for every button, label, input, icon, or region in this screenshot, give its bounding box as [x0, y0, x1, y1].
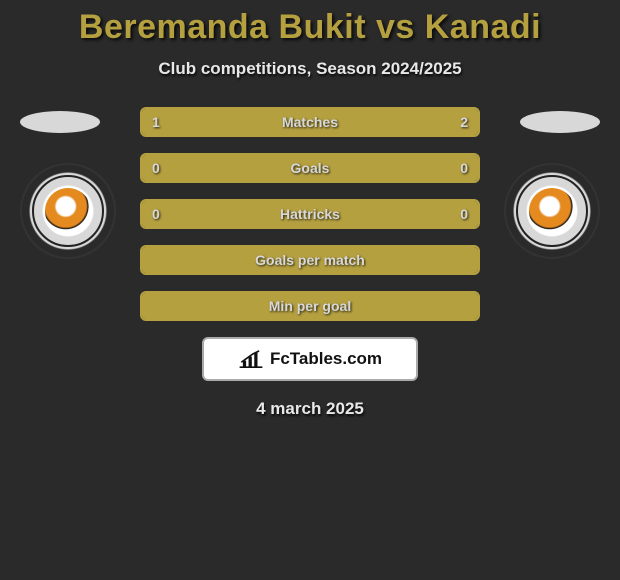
tiger-icon: [45, 188, 91, 234]
stat-value-left: 0: [152, 160, 160, 176]
stat-label: Goals: [291, 160, 330, 176]
stat-label: Goals per match: [255, 252, 365, 268]
player-shadow-right: [520, 111, 600, 133]
stat-bar: 1 Matches 2: [140, 107, 480, 137]
page-title: Beremanda Bukit vs Kanadi: [0, 0, 620, 47]
stat-value-right: 0: [460, 160, 468, 176]
subtitle: Club competitions, Season 2024/2025: [0, 59, 620, 79]
stat-label: Hattricks: [280, 206, 340, 222]
stat-value-right: 2: [460, 114, 468, 130]
club-crest-right: [504, 163, 600, 259]
stat-value-left: 0: [152, 206, 160, 222]
club-crest-inner-right: [516, 175, 588, 247]
tiger-icon: [529, 188, 575, 234]
stat-label: Min per goal: [269, 298, 351, 314]
stat-bar: 0 Hattricks 0: [140, 199, 480, 229]
stat-label: Matches: [282, 114, 338, 130]
chart-icon: [238, 349, 264, 369]
watermark: FcTables.com: [202, 337, 418, 381]
club-crest-inner-left: [32, 175, 104, 247]
comparison-layout: 1 Matches 2 0 Goals 0 0 Hattricks 0 Goals per mat…: [0, 107, 620, 419]
watermark-text: FcTables.com: [270, 349, 382, 369]
stat-value-right: 0: [460, 206, 468, 222]
date-label: 4 march 2025: [0, 399, 620, 419]
stat-bar: Goals per match: [140, 245, 480, 275]
player-shadow-left: [20, 111, 100, 133]
stat-bar: Min per goal: [140, 291, 480, 321]
stat-value-left: 1: [152, 114, 160, 130]
stats-list: 1 Matches 2 0 Goals 0 0 Hattricks 0 Goals per mat…: [140, 107, 480, 321]
club-crest-left: [20, 163, 116, 259]
stat-bar: 0 Goals 0: [140, 153, 480, 183]
